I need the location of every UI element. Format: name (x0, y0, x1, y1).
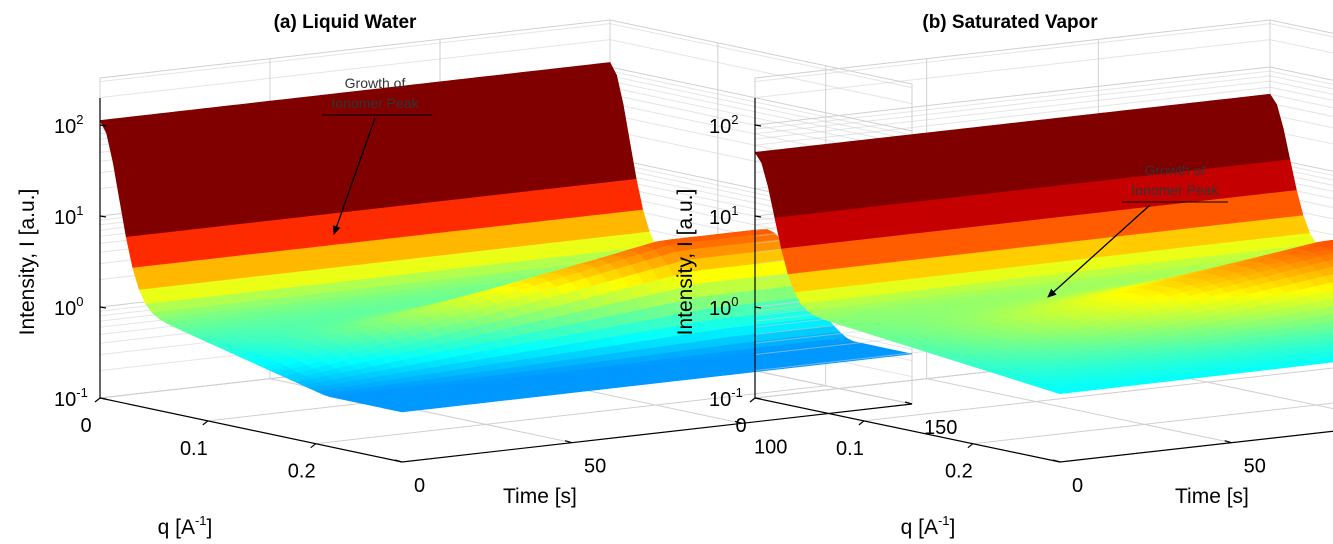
x-axis-label-b: q [A-1] (901, 513, 956, 539)
annotation-line1-b: Growth of (1145, 162, 1206, 178)
y-tick-mark (564, 440, 573, 444)
x-tick-label: 0.2 (945, 461, 973, 483)
surface-plot-b (754, 93, 1333, 395)
x-axis-label-main-b: q [A (901, 516, 938, 539)
x-tick-labels-b: 0 0.1 0.2 (735, 415, 972, 483)
annotation-arrow-b (1047, 204, 1151, 298)
z-gridline (754, 23, 1333, 83)
x-tick-mark (310, 443, 317, 449)
y-tick-label: 0 (414, 475, 425, 497)
y-tick-mark (394, 459, 403, 463)
x-tick-mark (967, 443, 974, 449)
x-axis-label-main-a: q [A (158, 516, 195, 539)
z-tick-label: 10-1 (54, 385, 88, 411)
y-tick-label: 0 (1072, 475, 1083, 497)
z-tick-exp: 1 (731, 203, 738, 218)
z-tick-base: 10 (54, 389, 76, 411)
z-tick-exp: 0 (731, 294, 738, 309)
z-tick-mark (99, 215, 107, 218)
z-tick-base: 10 (54, 298, 76, 320)
annotation-a: Growth of Ionomer Peak (322, 75, 432, 235)
z-tick-base: 10 (709, 389, 731, 411)
x-axis-label-sup-a: -1 (195, 513, 207, 528)
y-tick-label: 50 (1244, 456, 1266, 478)
y-tick-mark (734, 420, 743, 424)
z-tick-mark (754, 215, 762, 218)
x-tick-label: 0.2 (288, 461, 316, 483)
z-tick-label: 101 (54, 203, 83, 229)
z-tick-label: 102 (709, 112, 738, 138)
x-axis-line (754, 397, 1061, 463)
axes-b (749, 98, 1333, 463)
y-axis-line (1059, 430, 1333, 463)
annotation-line1-a: Growth of (345, 75, 406, 91)
z-tick-base: 10 (54, 116, 76, 138)
annotation-line2-a: Ionomer Peak (331, 95, 419, 111)
y-tick-label: 100 (754, 436, 787, 458)
x-tick-labels-a: 0 0.1 0.2 (80, 415, 315, 483)
x-tick-label: 0 (80, 415, 91, 437)
annotation-b: Growth of Ionomer Peak (1047, 162, 1228, 298)
y-tick-label: 150 (924, 417, 957, 439)
x-axis-line (99, 397, 403, 463)
x-tick-mark (202, 420, 209, 426)
x-axis-label-sup-b: -1 (938, 513, 950, 528)
z-tick-label: 10-1 (709, 385, 743, 411)
annotation-line2-b: Ionomer Peak (1131, 182, 1219, 198)
y-axis-label-a: Time [s] (503, 485, 577, 508)
surface-patch (1053, 389, 1076, 395)
panel-title-b: (b) Saturated Vapor (922, 12, 1098, 33)
x-axis-label-tail-a: ] (207, 516, 213, 539)
z-tick-mark (99, 124, 107, 127)
z-tick-mark (754, 397, 762, 400)
y-tick-mark (904, 401, 913, 405)
z-tick-mark (99, 306, 107, 309)
y-tick-label: 50 (584, 456, 606, 478)
y-tick-mark (1052, 459, 1061, 463)
x-axis-label-tail-b: ] (950, 516, 956, 539)
z-tick-base: 10 (709, 207, 731, 229)
z-tick-label: 102 (54, 112, 83, 138)
z-tick-exp: 1 (76, 203, 83, 218)
x-tick-label: 0 (735, 415, 746, 437)
z-tick-exp: -1 (76, 385, 88, 400)
x-tick-mark (858, 420, 865, 426)
z-tick-exp: -1 (731, 385, 743, 400)
z-axis-label-b: Intensity, I [a.u.] (674, 189, 697, 336)
x-axis-label-a: q [A-1] (158, 513, 213, 539)
y-axis-label-b: Time [s] (1175, 485, 1249, 508)
z-tick-mark (99, 397, 107, 400)
z-tick-label: 100 (709, 294, 738, 320)
z-tick-mark (754, 306, 762, 309)
annotation-arrow-a (332, 117, 376, 235)
z-tick-exp: 0 (76, 294, 83, 309)
y-tick-labels-a: 0 50 100 150 (414, 417, 957, 497)
surface-plot-a (99, 62, 913, 413)
z-tick-base: 10 (709, 298, 731, 320)
surface-patch (395, 408, 418, 413)
z-tick-mark (754, 124, 762, 127)
z-tick-exp: 2 (76, 112, 83, 127)
panel-title-a: (a) Liquid Water (274, 12, 417, 33)
x-tick-label: 0.1 (836, 438, 864, 460)
z-tick-label: 101 (709, 203, 738, 229)
z-tick-base: 10 (709, 116, 731, 138)
z-tick-base: 10 (54, 207, 76, 229)
x-tick-mark (749, 397, 756, 403)
x-tick-mark (94, 397, 101, 403)
z-axis-label-a: Intensity, I [a.u.] (16, 189, 39, 336)
z-tick-exp: 2 (731, 112, 738, 127)
z-tick-label: 100 (54, 294, 83, 320)
y-tick-mark (1224, 440, 1232, 444)
x-tick-label: 0.1 (180, 438, 208, 460)
